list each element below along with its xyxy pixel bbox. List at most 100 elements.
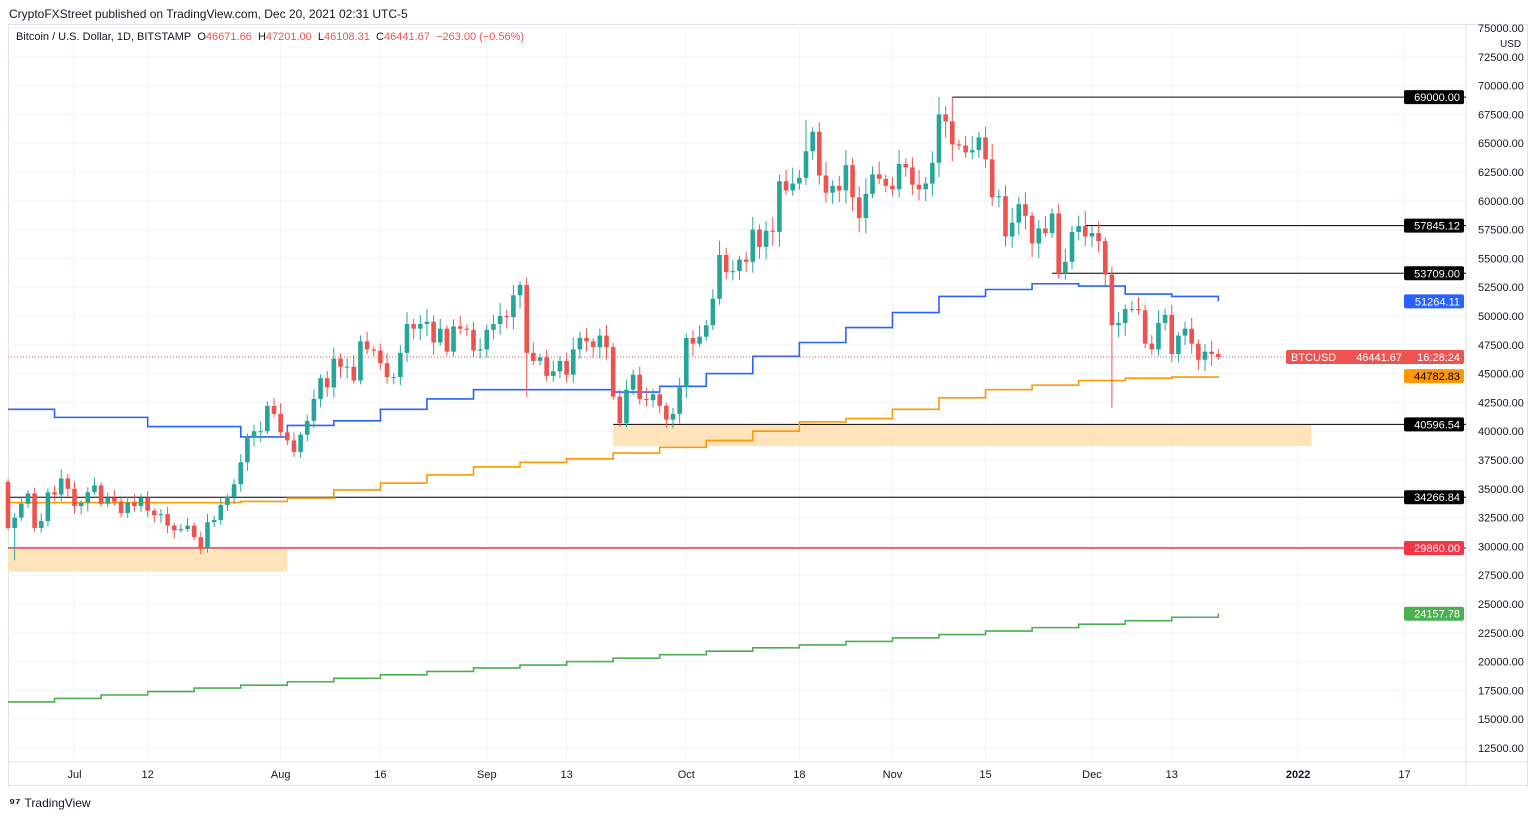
candle-body	[251, 431, 257, 437]
candle-body	[604, 335, 609, 348]
candle-body	[843, 165, 849, 191]
candle-body	[245, 436, 250, 463]
open-value: 46671.66	[205, 31, 252, 43]
candle-body	[770, 230, 776, 232]
candle-body	[211, 519, 217, 523]
candle-body	[1109, 274, 1115, 326]
candle-body	[890, 185, 895, 190]
candle-body	[624, 389, 629, 424]
candle-body	[657, 394, 662, 406]
candle-body	[238, 462, 244, 485]
candle-body	[969, 150, 975, 153]
candle-body	[198, 537, 204, 549]
candle-body	[836, 185, 842, 191]
open-label: O	[197, 31, 206, 43]
candle-body	[983, 137, 988, 160]
candle-body	[943, 114, 948, 122]
candle-body	[1102, 241, 1108, 275]
candle-body	[531, 352, 536, 361]
time-tick-label: Sep	[477, 769, 497, 781]
candle-body	[1142, 310, 1148, 344]
candle-body	[344, 366, 350, 368]
candle-body	[98, 485, 104, 504]
candle-body	[444, 328, 450, 352]
time-tick-label: 12	[142, 769, 154, 781]
candle-body	[630, 374, 636, 390]
tradingview-logo[interactable]: ⁹⁷ TradingView	[9, 795, 91, 810]
candle-body	[25, 493, 31, 504]
candle-body	[544, 357, 549, 376]
candle-body	[1182, 328, 1188, 336]
candle-body	[171, 525, 177, 531]
candle-body	[391, 377, 396, 379]
price-tick-label: 75000.00	[1478, 23, 1524, 35]
price-tick-label: 37500.00	[1478, 455, 1524, 467]
price-tick-label: 35000.00	[1478, 484, 1524, 496]
candle-body	[271, 405, 277, 414]
candle-body	[797, 177, 802, 184]
time-tick-label: Dec	[1082, 769, 1102, 781]
candle-body	[644, 398, 649, 401]
candle-body	[823, 175, 829, 193]
candle-body	[178, 529, 184, 531]
candle-body	[32, 493, 37, 528]
close-label: C	[376, 31, 384, 43]
candle-body	[930, 162, 935, 184]
high-label: H	[257, 31, 266, 43]
publish-info: CryptoFXStreet published on TradingView.…	[9, 7, 408, 21]
candle-body	[45, 492, 51, 522]
candle-body	[457, 326, 463, 329]
change-value: −263.00 (−0.56%)	[436, 31, 525, 43]
candle-body	[1216, 354, 1221, 357]
candle-body	[185, 525, 190, 530]
candle-body	[817, 131, 822, 176]
candle-body	[777, 181, 782, 232]
support-zone	[8, 549, 288, 572]
candle-body	[717, 254, 722, 299]
candle-body	[298, 434, 303, 452]
series-price-tag-bg	[1404, 294, 1464, 309]
candle-body	[963, 145, 968, 153]
candle-body	[757, 229, 762, 247]
candle-body	[1029, 215, 1035, 244]
candle-body	[324, 378, 330, 388]
candle-body	[511, 295, 516, 318]
candle-body	[364, 341, 370, 350]
candle-body	[524, 284, 529, 353]
price-tick-label: 52500.00	[1478, 282, 1524, 294]
level-price-tag: 29860.00	[1414, 543, 1460, 555]
low-label: L	[317, 31, 325, 43]
price-tick-label: 72500.00	[1478, 52, 1524, 64]
candle-body	[278, 413, 283, 433]
candle-body	[304, 420, 310, 435]
low-value: 46108.31	[324, 31, 370, 43]
candle-body	[684, 337, 689, 388]
candle-body	[437, 328, 443, 343]
candle-body	[557, 360, 563, 372]
series-price-tag: 44782.83	[1414, 371, 1460, 383]
price-tick-label: 67500.00	[1478, 109, 1524, 121]
time-tick-label: 15	[979, 769, 991, 781]
candle-body	[145, 498, 150, 511]
candle-body	[424, 321, 430, 325]
candle-body	[830, 185, 835, 193]
candle-body	[790, 183, 795, 191]
price-tick-label: 22500.00	[1478, 628, 1524, 640]
price-tick-label: 70000.00	[1478, 81, 1524, 93]
candle-body	[411, 324, 416, 329]
candle-body	[351, 366, 357, 381]
candle-body	[850, 165, 855, 198]
candle-body	[132, 502, 137, 507]
candle-body	[92, 485, 97, 493]
candle-body	[1076, 226, 1081, 232]
candle-body	[105, 498, 111, 504]
price-tick-label: 32500.00	[1478, 513, 1524, 525]
step-line-4caf50	[8, 613, 1220, 703]
price-tick-label: 17500.00	[1478, 685, 1524, 697]
candle-body	[231, 484, 237, 497]
candle-body	[431, 321, 436, 343]
candle-body	[1056, 213, 1061, 274]
candle-body	[165, 514, 170, 526]
candle-body	[1083, 226, 1088, 237]
